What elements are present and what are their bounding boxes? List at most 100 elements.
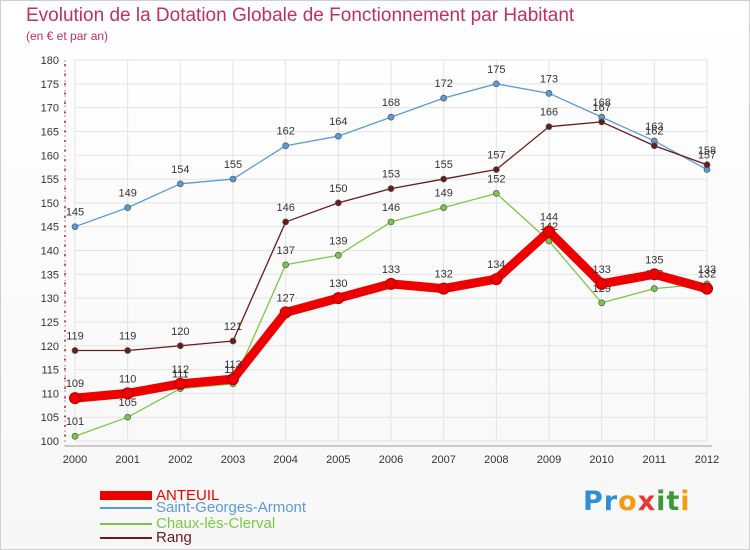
y-tick-label: 130 <box>41 293 59 305</box>
y-axis-mark <box>64 358 66 361</box>
legend-item-saint-georges-armont: Saint-Georges-Armont <box>100 499 307 516</box>
data-label-saint-georges-armont: 172 <box>434 78 452 90</box>
data-label-chaux-les-clerval: 111 <box>172 369 189 381</box>
y-tick-label: 135 <box>41 269 59 281</box>
y-axis-mark <box>64 178 66 180</box>
data-label-anteuil: 112 <box>172 364 190 376</box>
y-tick-label: 145 <box>41 222 59 234</box>
data-point-rang <box>282 218 290 226</box>
y-axis-mark <box>64 92 66 95</box>
legend-label-rang: Rang <box>156 529 192 546</box>
legend-item-chaux-les-clerval: Chaux-lès-Clerval <box>100 515 276 532</box>
chart-subtitle: (en € et par an) <box>26 29 109 43</box>
data-label-anteuil: 113 <box>224 359 242 371</box>
x-tick-label: 2006 <box>379 454 403 466</box>
data-label-rang: 150 <box>329 183 347 195</box>
logo-letter: t <box>666 486 681 517</box>
y-tick-label: 175 <box>41 79 59 91</box>
y-tick-label: 160 <box>41 150 59 162</box>
data-point-saint-georges-armont <box>334 132 342 140</box>
x-tick-label: 2005 <box>326 454 350 466</box>
data-label-chaux-les-clerval: 137 <box>276 245 294 257</box>
y-axis-mark <box>64 301 66 304</box>
y-axis-mark <box>64 387 66 389</box>
y-axis-mark <box>64 434 66 437</box>
y-tick-label: 155 <box>41 174 59 186</box>
y-tick-label: 105 <box>41 412 59 424</box>
data-point-chaux-les-clerval <box>492 190 500 197</box>
y-axis-mark <box>64 273 66 275</box>
y-axis-mark <box>64 187 66 190</box>
data-label-chaux-les-clerval: 149 <box>434 188 452 200</box>
data-point-rang <box>703 161 711 169</box>
logo-letter: i <box>680 486 691 517</box>
y-axis-mark <box>64 263 66 266</box>
data-label-anteuil: 133 <box>382 264 400 276</box>
y-axis-mark <box>64 368 66 370</box>
y-tick-label: 125 <box>41 317 59 329</box>
data-label-rang: 119 <box>119 331 137 343</box>
y-tick-label: 115 <box>41 365 59 377</box>
data-label-rang: 121 <box>224 321 242 333</box>
x-tick-label: 2010 <box>589 454 613 466</box>
legend-item-rang: Rang <box>100 529 192 546</box>
data-point-rang <box>440 175 448 183</box>
data-point-rang <box>492 166 500 173</box>
y-tick-label: 165 <box>41 126 59 138</box>
data-point-anteuil <box>227 373 239 386</box>
legend-label-saint-georges-armont: Saint-Georges-Armont <box>156 499 307 516</box>
y-axis-mark <box>64 64 66 66</box>
data-point-saint-georges-armont <box>282 142 290 150</box>
y-axis-mark <box>64 396 66 399</box>
data-label-chaux-les-clerval: 101 <box>66 416 84 428</box>
data-point-anteuil <box>174 377 187 390</box>
data-label-anteuil: 110 <box>119 373 137 385</box>
data-label-anteuil: 132 <box>434 269 452 281</box>
x-tick-label: 2002 <box>168 454 192 466</box>
data-label-rang: 167 <box>592 102 610 114</box>
data-point-chaux-les-clerval <box>282 261 290 269</box>
x-tick-label: 2001 <box>115 454 139 466</box>
data-label-anteuil: 144 <box>540 211 558 223</box>
data-label-chaux-les-clerval: 105 <box>118 397 136 409</box>
data-label-chaux-les-clerval: 133 <box>698 264 716 276</box>
data-point-rang <box>124 347 132 354</box>
y-tick-label: 170 <box>41 103 59 115</box>
y-axis-mark <box>64 235 66 237</box>
data-point-rang <box>387 185 395 192</box>
y-axis-mark <box>64 339 66 342</box>
legend-swatch-rang <box>100 536 152 539</box>
x-tick-label: 2003 <box>221 454 245 466</box>
data-point-chaux-les-clerval <box>334 251 342 259</box>
data-label-rang: 146 <box>276 202 294 214</box>
legend-label-chaux-les-clerval: Chaux-lès-Clerval <box>156 515 276 532</box>
data-label-saint-georges-armont: 168 <box>382 97 400 109</box>
data-point-anteuil <box>332 292 345 305</box>
y-axis-mark <box>64 216 66 218</box>
logo-letter: r <box>603 486 619 517</box>
data-label-saint-georges-armont: 163 <box>645 121 663 133</box>
data-label-rang: 166 <box>540 107 558 119</box>
data-label-rang: 158 <box>698 145 716 157</box>
data-point-anteuil <box>121 387 134 400</box>
data-label-saint-georges-armont: 162 <box>276 126 294 138</box>
x-tick-label: 2000 <box>63 454 87 466</box>
x-tick-label: 2012 <box>695 454 719 466</box>
data-label-saint-georges-armont: 149 <box>118 188 136 200</box>
data-point-anteuil <box>543 225 555 238</box>
logo-letter: o <box>618 486 638 517</box>
y-axis-mark <box>64 206 66 209</box>
y-axis-mark <box>64 349 66 351</box>
data-label-rang: 157 <box>487 150 505 162</box>
y-axis-mark <box>64 111 66 114</box>
data-point-rang <box>229 337 237 345</box>
data-label-chaux-les-clerval: 146 <box>382 202 400 214</box>
data-label-anteuil: 130 <box>329 278 347 290</box>
data-point-rang <box>176 342 184 350</box>
y-axis-mark <box>64 159 66 161</box>
y-axis-mark <box>64 311 66 313</box>
y-axis-mark <box>64 244 66 247</box>
data-point-chaux-les-clerval <box>650 285 658 292</box>
